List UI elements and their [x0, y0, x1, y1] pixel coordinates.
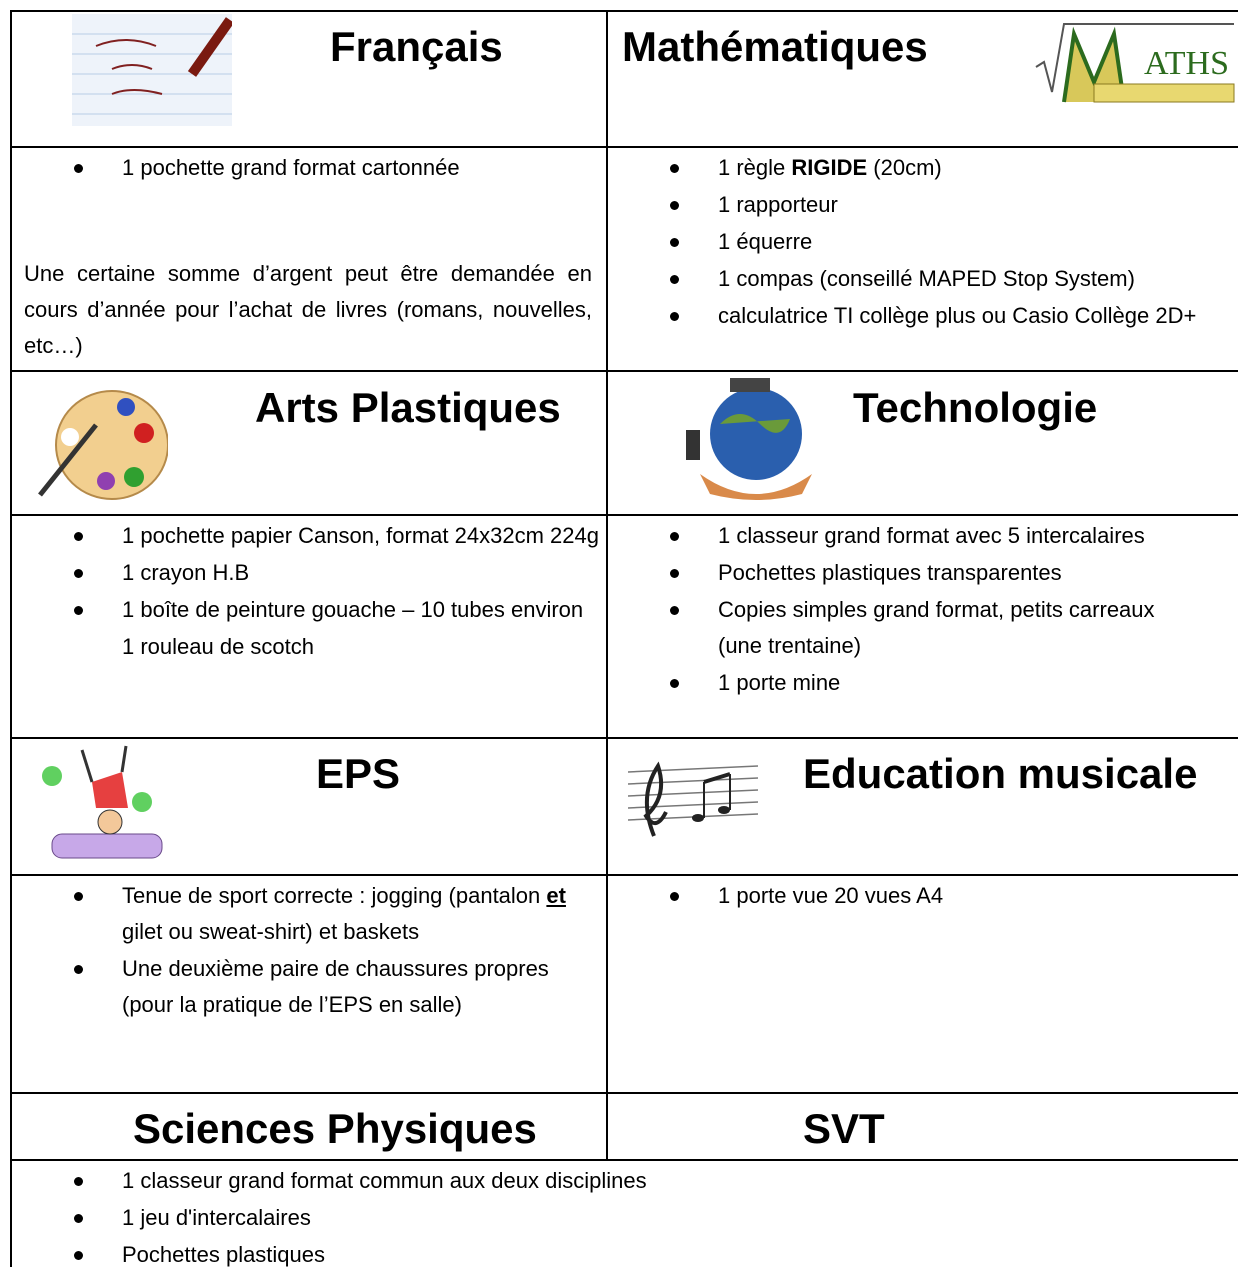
maths-icon: ATHS	[1035, 23, 1235, 103]
list: 1 pochette grand format cartonnée	[12, 150, 592, 186]
text: gilet ou sweat-shirt) et baskets	[122, 919, 420, 944]
list-item: 1 équerre	[608, 224, 1236, 260]
bold-text: et	[546, 883, 566, 908]
francais-icon	[72, 14, 232, 126]
rule	[10, 1159, 1238, 1161]
rule	[10, 1092, 1238, 1094]
bold-text: RIGIDE	[791, 155, 868, 180]
list-item: 1 porte vue 20 vues A4	[608, 878, 1168, 914]
rule	[10, 737, 1238, 739]
list-item: 1 règle RIGIDE (20cm)	[608, 150, 1236, 186]
subject-title: Mathématiques	[622, 23, 928, 70]
subject-title: Technologie	[853, 384, 1098, 431]
list-item: 1 rapporteur	[608, 187, 1236, 223]
list: 1 classeur grand format commun aux deux …	[12, 1163, 1212, 1267]
list: 1 classeur grand format avec 5 intercala…	[608, 518, 1168, 701]
list-item: Tenue de sport correcte : jogging (panta…	[12, 878, 572, 950]
list-item: 1 jeu d'intercalaires	[12, 1200, 1212, 1236]
list: 1 règle RIGIDE (20cm) 1 rapporteur 1 équer…	[608, 150, 1236, 334]
palette-icon	[38, 390, 168, 500]
rule	[606, 10, 608, 1160]
subject-title: SVT	[803, 1105, 885, 1152]
cell: 1 pochette papier Canson, format 24x32cm…	[12, 518, 602, 665]
list: Tenue de sport correcte : jogging (panta…	[12, 878, 572, 1023]
list-item: Pochettes plastiques transparentes	[608, 555, 1168, 591]
list-item: 1 porte mine	[608, 665, 1168, 701]
rule	[10, 370, 1238, 372]
cell: 1 classeur grand format avec 5 intercala…	[608, 518, 1168, 702]
cell: Tenue de sport correcte : jogging (panta…	[12, 878, 572, 1024]
technologie-icon	[686, 378, 812, 500]
list-item: 1 compas (conseillé MAPED Stop System)	[608, 261, 1236, 297]
text: Tenue de sport correcte : jogging (panta…	[122, 883, 547, 908]
eps-icon	[42, 745, 163, 859]
cell: 1 porte vue 20 vues A4	[608, 878, 1168, 915]
musique-icon	[628, 761, 758, 837]
cell: 1 classeur grand format commun aux deux …	[12, 1163, 1212, 1267]
subject-title: Education musicale	[803, 750, 1198, 797]
list-item: 1 classeur grand format avec 5 intercala…	[608, 518, 1168, 554]
note: Une certaine somme d’argent peut être de…	[24, 261, 592, 358]
list-item: 1 pochette grand format cartonnée	[12, 150, 592, 186]
rule	[10, 146, 1238, 148]
subject-title: EPS	[316, 750, 401, 797]
rule	[10, 10, 12, 1267]
subject-title: Arts Plastiques	[255, 384, 561, 431]
cell: 1 pochette grand format cartonnée Une cer…	[12, 150, 592, 358]
list-item: Une deuxième paire de chaussures propres…	[12, 951, 572, 1023]
subject-title: Français	[330, 23, 503, 70]
list-item: 1 classeur grand format commun aux deux …	[12, 1163, 1212, 1199]
subject-title: Sciences Physiques	[133, 1105, 537, 1152]
rule	[10, 874, 1238, 876]
list-item: Pochettes plastiques	[12, 1237, 1212, 1267]
list-continuation: 1 rouleau de scotch	[122, 634, 315, 659]
rule	[10, 514, 1238, 516]
list-item: 1 pochette papier Canson, format 24x32cm…	[12, 518, 602, 554]
cell: 1 règle RIGIDE (20cm) 1 rapporteur 1 équer…	[608, 150, 1236, 335]
rule	[10, 10, 1238, 12]
list-item: 1 boîte de peinture gouache – 10 tubes e…	[12, 592, 602, 628]
list: 1 porte vue 20 vues A4	[608, 878, 1168, 914]
list-item: 1 crayon H.B	[12, 555, 602, 591]
text: 1 règle	[718, 155, 792, 180]
text: (20cm)	[867, 155, 942, 180]
svg-text:ATHS: ATHS	[1144, 45, 1229, 82]
list: 1 pochette papier Canson, format 24x32cm…	[12, 518, 602, 628]
list-item: calculatrice TI collège plus ou Casio Co…	[608, 298, 1236, 334]
list-item: Copies simples grand format, petits carr…	[608, 592, 1168, 664]
